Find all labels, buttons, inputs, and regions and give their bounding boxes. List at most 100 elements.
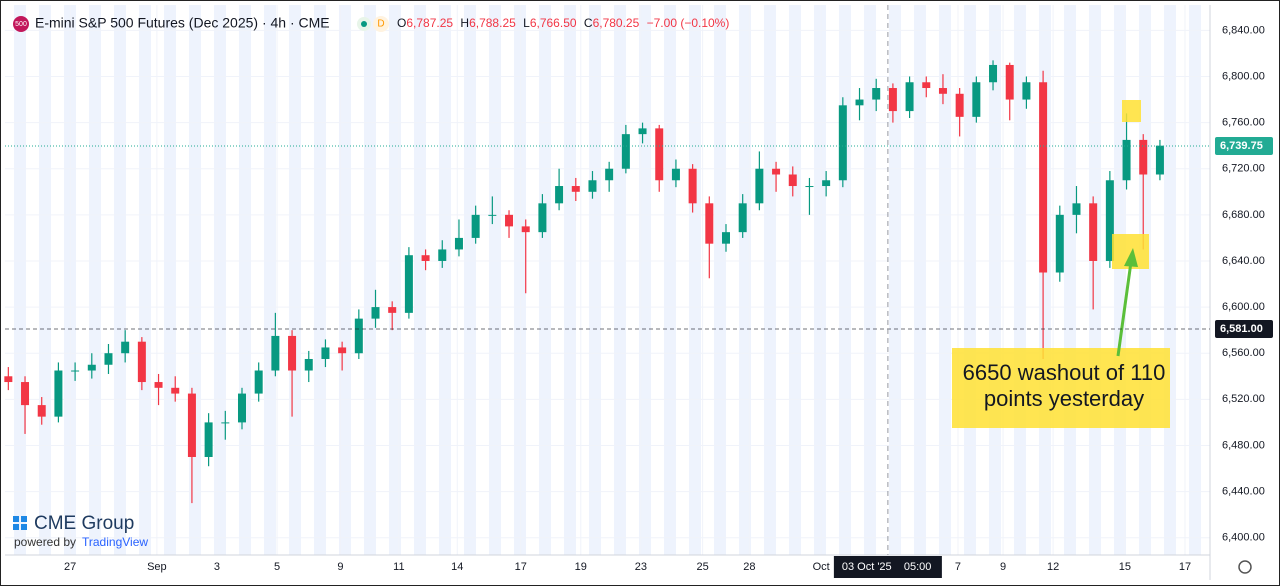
y-tick-label: 6,560.00 [1222,347,1265,359]
candle-body [121,341,130,354]
session-band [789,5,801,555]
candle-body [788,174,797,187]
candle-body [505,214,514,227]
candle-body [4,376,13,383]
label: O [397,16,406,30]
candle-body [721,232,730,244]
candle-body [605,168,614,181]
candle-body [1022,82,1031,100]
candle-body [288,335,297,371]
session-band [489,5,501,555]
candle-body [1072,203,1081,215]
x-tick-label: 19 [575,561,587,573]
session-band [714,5,726,555]
candle-body [338,347,347,354]
candle-body [571,186,580,192]
arrow [1116,261,1133,357]
settings-icon[interactable] [1238,560,1252,574]
session-band [464,5,476,555]
x-tick-label: 23 [635,561,647,573]
candle-body [471,214,480,238]
candle-body [671,168,680,181]
x-tick-label: 9 [1000,561,1006,573]
flag: D [377,19,384,30]
x-tick-label: 9 [337,561,343,573]
highlight [1122,100,1141,122]
candle-body [54,370,63,417]
arrow-head [1124,248,1138,267]
candle-body [638,128,647,135]
session-shading [14,5,1201,555]
session-band [689,5,701,555]
candle-body [922,82,931,89]
candle-body [1089,203,1098,261]
x-tick-label: 5 [274,561,280,573]
powered-by: powered by [14,535,76,549]
candle-body [304,358,313,371]
y-tick-label: 6,400.00 [1222,532,1265,544]
candle-body [621,134,630,169]
value: 6,787.25 [406,16,453,30]
candle-body [1155,145,1164,175]
session-band [139,5,151,555]
candle-body [938,88,947,94]
label: L [523,16,530,30]
x-tick-label: 15 [1119,561,1131,573]
session-band [514,5,526,555]
status-dot [361,21,367,27]
x-tick-label: 3 [214,561,220,573]
candle-body [521,226,530,233]
candle-body [37,405,46,417]
symbol-title: E-mini S&P 500 Futures (Dec 2025) · 4h ·… [35,15,330,31]
candle-body [321,347,330,359]
session-band [564,5,576,555]
badge [13,16,29,32]
candle-body [371,307,380,319]
session-band [914,5,926,555]
y-tick-label: 6,680.00 [1222,209,1265,221]
candle-body [989,64,998,83]
logo-mark [13,524,19,530]
session-band [1114,5,1126,555]
candle-body [204,422,213,457]
label: H [460,16,469,30]
candle-body [1139,139,1148,175]
session-band [839,5,851,555]
candle-body [738,203,747,233]
candle-body [1122,139,1131,181]
candle-body [855,99,864,106]
candle-body [688,168,697,204]
x-tick-label: 7 [955,561,961,573]
candle-body [888,88,897,112]
session-band [89,5,101,555]
candle-body [21,382,30,406]
session-band [214,5,226,555]
value: 6,780.25 [593,16,640,30]
candle-body [438,249,447,261]
price-tag-label: 6,581.00 [1220,323,1263,335]
y-tick-label: 6,840.00 [1222,24,1265,36]
crosshair-tag [833,556,942,578]
session-band [1064,5,1076,555]
candle-body [705,203,714,244]
candle-body [822,180,831,187]
x-tick-label: 17 [1179,561,1191,573]
logo: CME Group [34,513,134,534]
candle-body [154,382,163,388]
x-tick-label: 27 [64,561,76,573]
session-band [1189,5,1201,555]
x-tick-label: 14 [451,561,463,573]
y-tick-label: 6,440.00 [1222,485,1265,497]
y-tick-label: 6,600.00 [1222,301,1265,313]
candle-body [488,214,497,216]
candle-body [772,168,781,175]
session-band [339,5,351,555]
session-band [289,5,301,555]
candle-body [555,186,564,204]
candle-body [838,105,847,181]
change: −7.00 (−0.10%) [647,16,730,30]
candle-body [454,237,463,250]
candle-body [872,88,881,100]
candle-body [1055,214,1064,273]
